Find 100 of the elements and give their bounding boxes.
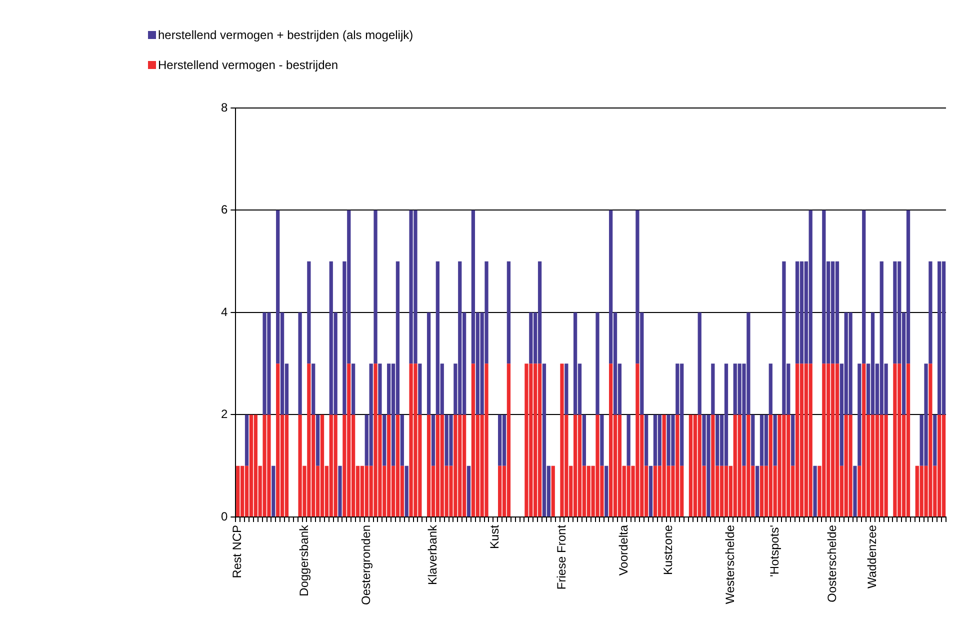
- x-tick-label: Oestergronden: [358, 524, 373, 606]
- x-tick-label: Friese Front: [554, 524, 568, 590]
- bar: [830, 261, 835, 364]
- bar: [853, 466, 857, 516]
- bar: [249, 414, 254, 516]
- bar: [573, 312, 578, 415]
- bar: [316, 414, 320, 466]
- bar: [711, 414, 715, 516]
- bar: [542, 364, 546, 516]
- x-tick-label: Kust: [488, 524, 502, 549]
- bar: [352, 364, 356, 415]
- bar: [462, 414, 466, 516]
- bar: [564, 364, 568, 415]
- bar: [795, 364, 800, 516]
- bar: [764, 414, 768, 466]
- bar: [756, 466, 760, 516]
- bar: [942, 414, 946, 516]
- x-tick-label: Oosterschelde: [825, 524, 840, 602]
- bar: [808, 364, 812, 516]
- bar: [608, 364, 613, 516]
- y-tick-label: 4: [220, 304, 228, 319]
- bar: [688, 414, 693, 516]
- bar: [800, 261, 804, 364]
- bar: [933, 414, 937, 466]
- bar: [374, 210, 378, 364]
- bar: [893, 364, 897, 516]
- bar: [369, 364, 373, 466]
- bar: [760, 414, 764, 466]
- bar: [524, 364, 528, 516]
- legend-label: herstellend vermogen + bestrijden (als mogelijk): [158, 28, 414, 42]
- bar: [716, 414, 720, 466]
- bar: [720, 466, 724, 516]
- bar: [400, 414, 404, 466]
- bar: [858, 364, 862, 466]
- bar: [312, 364, 316, 415]
- bar: [658, 414, 662, 466]
- bar: [711, 364, 715, 415]
- bar: [466, 466, 471, 516]
- bar: [431, 414, 436, 466]
- bar: [648, 466, 653, 516]
- bar: [506, 261, 511, 364]
- bar: [751, 414, 755, 466]
- bar: [942, 261, 946, 415]
- bar: [276, 364, 280, 516]
- bar: [938, 261, 942, 415]
- bar: [724, 466, 728, 516]
- bar: [506, 364, 511, 516]
- bar: [862, 210, 866, 364]
- bar: [906, 364, 910, 516]
- bar: [307, 261, 311, 364]
- bar: [924, 364, 928, 466]
- bar: [773, 414, 777, 466]
- y-tick-label: 8: [220, 100, 228, 114]
- bar: [573, 414, 578, 516]
- bar: [551, 466, 555, 516]
- bar: [808, 210, 812, 364]
- x-tick-label: 'Hotspots': [767, 524, 782, 577]
- bar: [360, 466, 364, 516]
- bar: [928, 261, 932, 364]
- y-tick-label: 6: [220, 202, 228, 217]
- bar: [698, 312, 702, 415]
- bar: [644, 414, 648, 466]
- y-tick-label: 0: [220, 509, 228, 524]
- bar: [653, 466, 658, 516]
- bar: [813, 466, 817, 516]
- bar: [378, 364, 382, 415]
- bar: [298, 312, 302, 415]
- x-tick-label: Doggersbank: [296, 524, 311, 596]
- bar: [604, 466, 608, 516]
- bar: [320, 414, 324, 516]
- bar: [578, 414, 582, 516]
- bar: [884, 414, 888, 516]
- bar: [600, 414, 604, 466]
- x-tick-label: Klaverbank: [426, 524, 440, 585]
- bar: [426, 414, 431, 516]
- bar: [795, 261, 800, 364]
- bar: [471, 364, 476, 516]
- bar: [848, 414, 852, 516]
- bar: [272, 466, 276, 516]
- bar: [800, 364, 804, 516]
- bar: [618, 414, 622, 516]
- bar: [498, 414, 502, 466]
- x-tick-label: Kustzone: [660, 524, 675, 575]
- bar: [404, 466, 408, 516]
- bar: [338, 466, 342, 516]
- bar: [334, 414, 338, 516]
- bar: [538, 261, 542, 364]
- bar: [502, 414, 506, 466]
- x-tick-label: Waddenzee: [865, 524, 880, 589]
- bar: [893, 261, 897, 364]
- bar: [835, 261, 840, 364]
- bar: [382, 414, 386, 466]
- legend-label: Herstellend vermogen - bestrijden: [158, 58, 338, 72]
- bar: [870, 312, 875, 415]
- bar: [244, 414, 249, 466]
- bar: [875, 414, 880, 516]
- bar: [560, 364, 564, 516]
- bar: [760, 466, 764, 516]
- bar: [791, 414, 795, 466]
- bar: [396, 414, 400, 516]
